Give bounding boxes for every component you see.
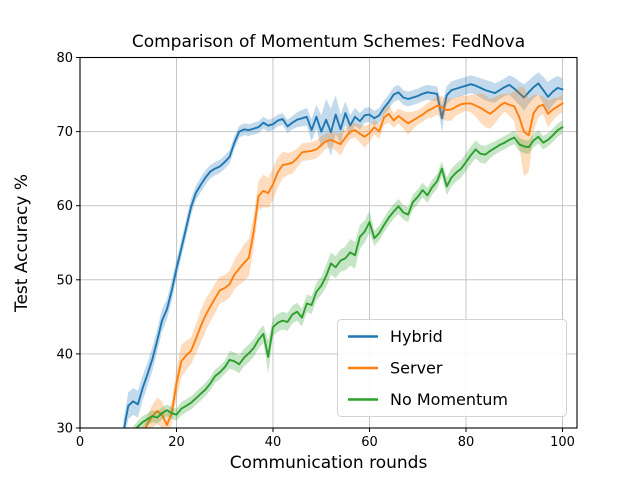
legend-label-server: Server: [390, 359, 443, 378]
y-tick-label: 70: [56, 125, 73, 140]
legend-label-hybrid: Hybrid: [390, 327, 443, 346]
x-tick-label: 40: [265, 435, 282, 450]
y-axis-label: Test Accuracy %: [12, 174, 32, 313]
x-axis-label: Communication rounds: [230, 453, 428, 473]
legend: Hybrid Server No Momentum: [337, 319, 567, 417]
series-line-no-momentum: [135, 126, 564, 428]
y-tick-label: 50: [56, 273, 73, 288]
series-line-server: [144, 101, 564, 428]
x-tick-label: 20: [168, 435, 185, 450]
x-tick-label: 0: [76, 435, 84, 450]
x-tick-label: 60: [361, 435, 378, 450]
series-line-hybrid: [123, 82, 564, 428]
x-tick-label: 80: [458, 435, 475, 450]
legend-box: [337, 319, 567, 417]
legend-label-no-momentum: No Momentum: [390, 390, 508, 409]
x-tick-label: 100: [550, 435, 575, 450]
y-tick-label: 40: [56, 347, 73, 362]
legend-entry-server: Server: [348, 359, 443, 378]
y-tick-label: 30: [56, 422, 73, 437]
legend-entry-hybrid: Hybrid: [348, 327, 443, 346]
axes-spines: [79, 56, 578, 429]
chart-title: Comparison of Momentum Schemes: FedNova: [132, 32, 525, 52]
gridlines: [80, 57, 577, 428]
plot-area: [123, 72, 564, 428]
tick-labels: 0 20 40 60 80 100 30 40 50 60 70 80: [56, 51, 574, 450]
y-tick-label: 80: [56, 51, 73, 66]
y-tick-label: 60: [56, 199, 73, 214]
tick-marks: [76, 57, 563, 432]
legend-entry-no-momentum: No Momentum: [348, 390, 508, 409]
